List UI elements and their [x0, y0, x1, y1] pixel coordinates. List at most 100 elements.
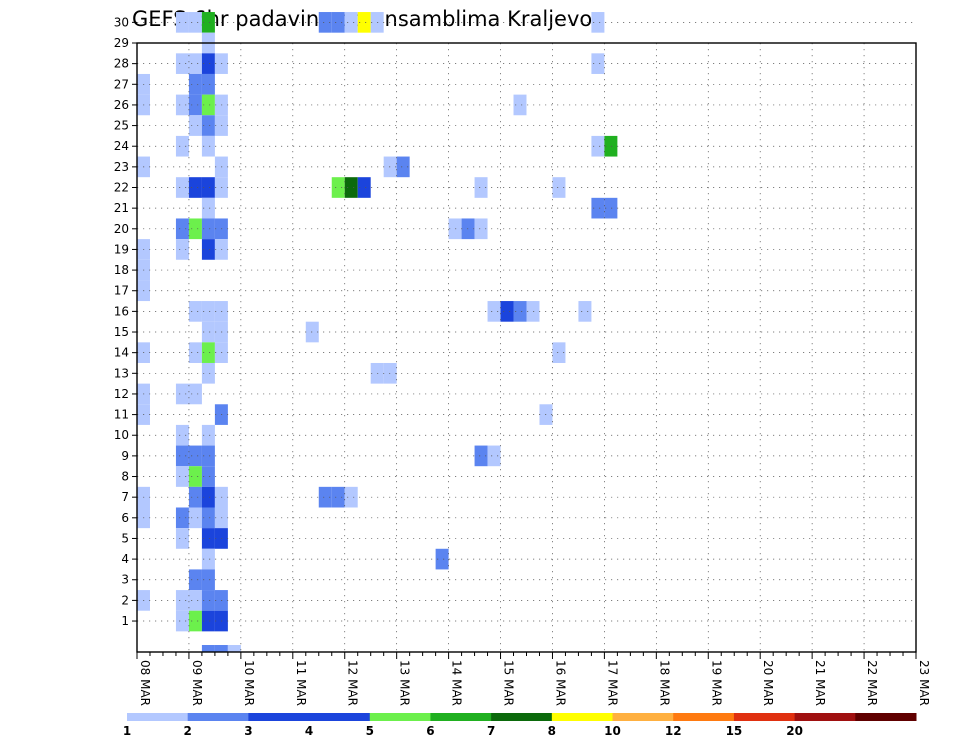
- heatmap-cell: [188, 177, 202, 198]
- x-tick-label: 16 MAR: [553, 660, 567, 706]
- heatmap-cell: [396, 156, 410, 178]
- heatmap-cell: [188, 466, 202, 487]
- y-tick-label: 2: [121, 593, 129, 607]
- y-tick-label: 12: [114, 387, 129, 401]
- x-tick-label: 08 MAR: [138, 660, 152, 706]
- heatmap-cell: [201, 301, 215, 322]
- y-tick-label: 28: [114, 57, 129, 71]
- legend-swatch: [430, 713, 492, 721]
- heatmap-cell: [188, 218, 202, 240]
- y-tick-label: 5: [121, 531, 129, 545]
- heatmap-cell: [318, 486, 332, 508]
- y-tick-label: 1: [121, 614, 129, 628]
- heatmap-cell: [201, 177, 215, 198]
- legend-label: 12: [665, 724, 682, 738]
- heatmap-cell: [578, 301, 592, 322]
- heatmap-cell: [201, 239, 215, 260]
- legend-swatch: [733, 713, 796, 721]
- heatmap-cell: [474, 445, 488, 467]
- y-tick-label: 7: [121, 490, 129, 504]
- heatmap-cell: [175, 590, 189, 611]
- y-tick-label: 19: [114, 242, 129, 256]
- heatmap-cell: [526, 301, 540, 322]
- heatmap-cell: [201, 12, 215, 33]
- y-tick-label: 6: [121, 511, 129, 525]
- legend-label: 6: [426, 724, 434, 738]
- heatmap-cell: [357, 177, 371, 198]
- heatmap-cell: [513, 94, 527, 116]
- heatmap-cell: [591, 12, 605, 33]
- heatmap-cell: [201, 135, 215, 157]
- heatmap-cell: [331, 12, 345, 33]
- x-tick-label: 18 MAR: [657, 660, 671, 706]
- heatmap-cell: [591, 53, 605, 74]
- y-axis: 1234567891011121314151617181920212223242…: [114, 15, 137, 628]
- legend-label: 3: [244, 724, 252, 738]
- legend-swatch: [673, 713, 735, 721]
- legend-label: 15: [726, 724, 743, 738]
- heatmap-cell: [435, 548, 449, 570]
- legend-swatch: [491, 713, 553, 721]
- heatmap-cell: [201, 53, 215, 74]
- heatmap-cell: [344, 177, 358, 198]
- legend-label: 8: [548, 724, 556, 738]
- heatmap-cell: [201, 94, 215, 116]
- y-tick-label: 11: [114, 408, 129, 422]
- heatmap-cell: [188, 115, 202, 136]
- heatmap-cell: [604, 197, 618, 219]
- heatmap-cell: [175, 53, 189, 74]
- heatmap-cell: [331, 486, 345, 508]
- heatmap-cell: [201, 362, 215, 384]
- y-tick-label: 14: [114, 346, 129, 360]
- x-tick-label: 15 MAR: [502, 660, 516, 706]
- heatmap-cell: [201, 197, 215, 219]
- heatmap-cell: [175, 218, 189, 240]
- heatmap-cell: [188, 94, 202, 116]
- heatmap-cell: [175, 177, 189, 198]
- heatmap-cell: [175, 239, 189, 260]
- x-tick-label: 13 MAR: [398, 660, 412, 706]
- heatmap-cell: [591, 197, 605, 219]
- x-tick-label: 19 MAR: [709, 660, 723, 706]
- x-tick-label: 21 MAR: [813, 660, 827, 706]
- heatmap-cell: [201, 590, 215, 611]
- legend-swatch: [127, 713, 189, 721]
- heatmap-cell: [188, 383, 202, 405]
- heatmap-cell: [214, 645, 228, 652]
- x-tick-label: 14 MAR: [450, 660, 464, 706]
- heatmap-cell: [474, 177, 488, 198]
- y-tick-label: 27: [114, 77, 129, 91]
- x-tick-label: 09 MAR: [190, 660, 204, 706]
- heatmap-cell: [500, 301, 514, 322]
- y-tick-label: 18: [114, 263, 129, 277]
- heatmap-cell: [175, 466, 189, 487]
- legend-swatch: [612, 713, 674, 721]
- heatmap-cell: [175, 424, 189, 446]
- legend-label: 10: [604, 724, 621, 738]
- heatmap-cell: [201, 342, 215, 363]
- heatmap-cell: [201, 569, 215, 591]
- x-tick-label: 23 MAR: [917, 660, 931, 706]
- heatmap-cell: [201, 115, 215, 136]
- legend-swatch: [309, 713, 371, 721]
- x-tick-label: 12 MAR: [346, 660, 360, 706]
- heatmap-cell: [175, 610, 189, 632]
- x-axis: 08 MAR 09 MAR 10 MAR 11 MAR 12 MAR 13 MAR 14 M…: [136, 652, 931, 706]
- y-tick-label: 24: [114, 139, 129, 153]
- heatmap-cell: [188, 301, 202, 322]
- legend-label: 2: [184, 724, 192, 738]
- legend-swatch: [369, 713, 431, 721]
- heatmap-cell: [188, 12, 202, 33]
- heatmap-cells: [137, 12, 618, 652]
- heatmap-cell: [201, 73, 215, 95]
- y-tick-label: 16: [114, 304, 129, 318]
- legend-label: 20: [786, 724, 803, 738]
- heatmap-cell: [331, 177, 345, 198]
- y-tick-label: 26: [114, 98, 129, 112]
- legend-swatch: [855, 713, 917, 721]
- legend-label: 7: [487, 724, 495, 738]
- heatmap-cell: [474, 218, 488, 240]
- legend-label: 5: [366, 724, 374, 738]
- legend-label: 4: [305, 724, 313, 738]
